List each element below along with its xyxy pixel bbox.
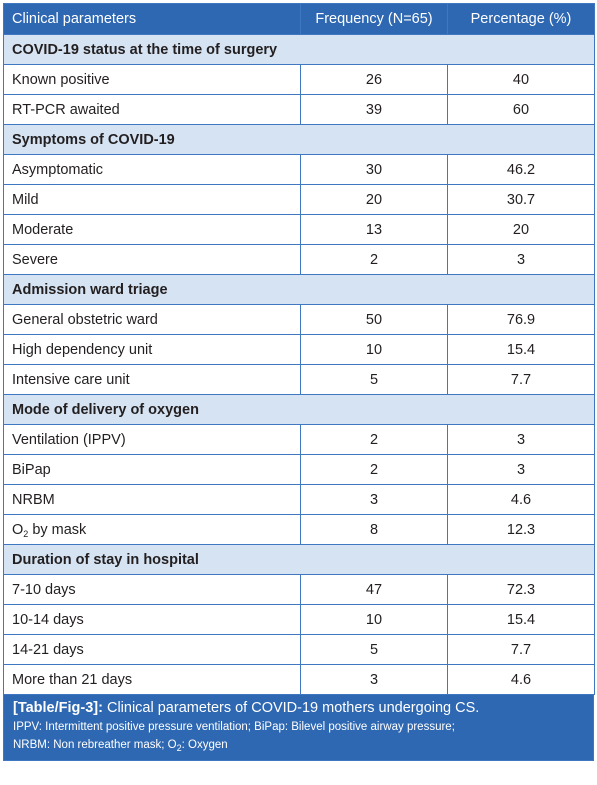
section-row: Symptoms of COVID-19 bbox=[3, 124, 595, 155]
cell-percentage: 15.4 bbox=[447, 604, 595, 635]
section-title: COVID-19 status at the time of surgery bbox=[3, 34, 595, 65]
cell-label: NRBM bbox=[3, 484, 301, 515]
cell-label: Ventilation (IPPV) bbox=[3, 424, 301, 455]
table-row: BiPap 2 3 bbox=[3, 454, 595, 485]
table-row: NRBM 3 4.6 bbox=[3, 484, 595, 515]
table-row: Known positive 26 40 bbox=[3, 64, 595, 95]
cell-frequency: 5 bbox=[300, 364, 448, 395]
cell-percentage: 7.7 bbox=[447, 364, 595, 395]
cell-percentage: 3 bbox=[447, 424, 595, 455]
cell-percentage: 12.3 bbox=[447, 514, 595, 545]
cell-label-text: O bbox=[12, 521, 24, 538]
cell-frequency: 2 bbox=[300, 454, 448, 485]
cell-percentage: 40 bbox=[447, 64, 595, 95]
section-title: Duration of stay in hospital bbox=[3, 544, 595, 575]
cell-percentage: 15.4 bbox=[447, 334, 595, 365]
cell-frequency: 3 bbox=[300, 484, 448, 515]
section-title: Mode of delivery of oxygen bbox=[3, 394, 595, 425]
section-title: Symptoms of COVID-19 bbox=[3, 124, 595, 155]
table-caption: [Table/Fig-3]: Clinical parameters of CO… bbox=[3, 695, 594, 761]
cell-frequency: 20 bbox=[300, 184, 448, 215]
cell-frequency: 10 bbox=[300, 334, 448, 365]
cell-percentage: 60 bbox=[447, 94, 595, 125]
cell-label-subscript: 2 bbox=[23, 528, 29, 539]
table-row: Moderate 13 20 bbox=[3, 214, 595, 245]
cell-label: 10-14 days bbox=[3, 604, 301, 635]
cell-percentage: 30.7 bbox=[447, 184, 595, 215]
cell-frequency: 13 bbox=[300, 214, 448, 245]
table-row: Intensive care unit 5 7.7 bbox=[3, 364, 595, 395]
cell-frequency: 26 bbox=[300, 64, 448, 95]
table-figure: Clinical parameters Frequency (N=65) Per… bbox=[3, 3, 595, 761]
caption-note-text-a: NRBM: Non rebreather mask; O bbox=[13, 739, 177, 751]
cell-percentage: 3 bbox=[447, 454, 595, 485]
cell-frequency: 3 bbox=[300, 664, 448, 695]
cell-percentage: 4.6 bbox=[447, 484, 595, 515]
table-row: General obstetric ward 50 76.9 bbox=[3, 304, 595, 335]
table-row: More than 21 days 3 4.6 bbox=[3, 664, 595, 695]
table-row: 7-10 days 47 72.3 bbox=[3, 574, 595, 605]
cell-label-rest: by mask bbox=[28, 521, 87, 538]
section-row: Duration of stay in hospital bbox=[3, 544, 595, 575]
cell-label: RT-PCR awaited bbox=[3, 94, 301, 125]
cell-label: Severe bbox=[3, 244, 301, 275]
caption-title-text: Clinical parameters of COVID-19 mothers … bbox=[102, 700, 480, 716]
cell-frequency: 47 bbox=[300, 574, 448, 605]
cell-percentage: 7.7 bbox=[447, 634, 595, 665]
section-row: COVID-19 status at the time of surgery bbox=[3, 34, 595, 65]
table-header-row: Clinical parameters Frequency (N=65) Per… bbox=[3, 3, 595, 35]
table-body: COVID-19 status at the time of surgery Kn… bbox=[3, 34, 595, 695]
cell-percentage: 72.3 bbox=[447, 574, 595, 605]
cell-percentage: 4.6 bbox=[447, 664, 595, 695]
caption-ref: [Table/Fig-3]: bbox=[13, 700, 103, 716]
header-percentage: Percentage (%) bbox=[447, 3, 595, 35]
cell-label: General obstetric ward bbox=[3, 304, 301, 335]
table-row: Asymptomatic 30 46.2 bbox=[3, 154, 595, 185]
header-frequency: Frequency (N=65) bbox=[300, 3, 448, 35]
section-row: Mode of delivery of oxygen bbox=[3, 394, 595, 425]
cell-label: O2 by mask bbox=[3, 514, 301, 545]
table-row: O2 by mask 8 12.3 bbox=[3, 514, 595, 545]
cell-label: 7-10 days bbox=[3, 574, 301, 605]
caption-note-line-1: IPPV: Intermittent positive pressure ven… bbox=[13, 721, 455, 733]
cell-frequency: 10 bbox=[300, 604, 448, 635]
table-row: Mild 20 30.7 bbox=[3, 184, 595, 215]
table-row: High dependency unit 10 15.4 bbox=[3, 334, 595, 365]
cell-frequency: 30 bbox=[300, 154, 448, 185]
table-row: 14-21 days 5 7.7 bbox=[3, 634, 595, 665]
cell-frequency: 2 bbox=[300, 244, 448, 275]
table-row: 10-14 days 10 15.4 bbox=[3, 604, 595, 635]
caption-note-subscript: 2 bbox=[176, 743, 182, 753]
cell-label: Mild bbox=[3, 184, 301, 215]
clinical-parameters-table: Clinical parameters Frequency (N=65) Per… bbox=[3, 3, 595, 695]
cell-label: Known positive bbox=[3, 64, 301, 95]
cell-frequency: 5 bbox=[300, 634, 448, 665]
table-row: Ventilation (IPPV) 2 3 bbox=[3, 424, 595, 455]
table-row: RT-PCR awaited 39 60 bbox=[3, 94, 595, 125]
cell-label: Asymptomatic bbox=[3, 154, 301, 185]
section-row: Admission ward triage bbox=[3, 274, 595, 305]
cell-label: Intensive care unit bbox=[3, 364, 301, 395]
cell-label: 14-21 days bbox=[3, 634, 301, 665]
cell-frequency: 50 bbox=[300, 304, 448, 335]
cell-percentage: 3 bbox=[447, 244, 595, 275]
cell-frequency: 2 bbox=[300, 424, 448, 455]
cell-label: Moderate bbox=[3, 214, 301, 245]
cell-percentage: 46.2 bbox=[447, 154, 595, 185]
cell-label: More than 21 days bbox=[3, 664, 301, 695]
cell-percentage: 76.9 bbox=[447, 304, 595, 335]
cell-percentage: 20 bbox=[447, 214, 595, 245]
header-clinical-parameters: Clinical parameters bbox=[3, 3, 301, 35]
cell-label: High dependency unit bbox=[3, 334, 301, 365]
caption-note-text-b: : Oxygen bbox=[181, 739, 228, 751]
section-title: Admission ward triage bbox=[3, 274, 595, 305]
table-row: Severe 2 3 bbox=[3, 244, 595, 275]
caption-title: [Table/Fig-3]: Clinical parameters of CO… bbox=[13, 699, 584, 718]
cell-frequency: 8 bbox=[300, 514, 448, 545]
caption-note-line-2: NRBM: Non rebreather mask; O2: Oxygen bbox=[13, 736, 584, 754]
cell-frequency: 39 bbox=[300, 94, 448, 125]
cell-label: BiPap bbox=[3, 454, 301, 485]
